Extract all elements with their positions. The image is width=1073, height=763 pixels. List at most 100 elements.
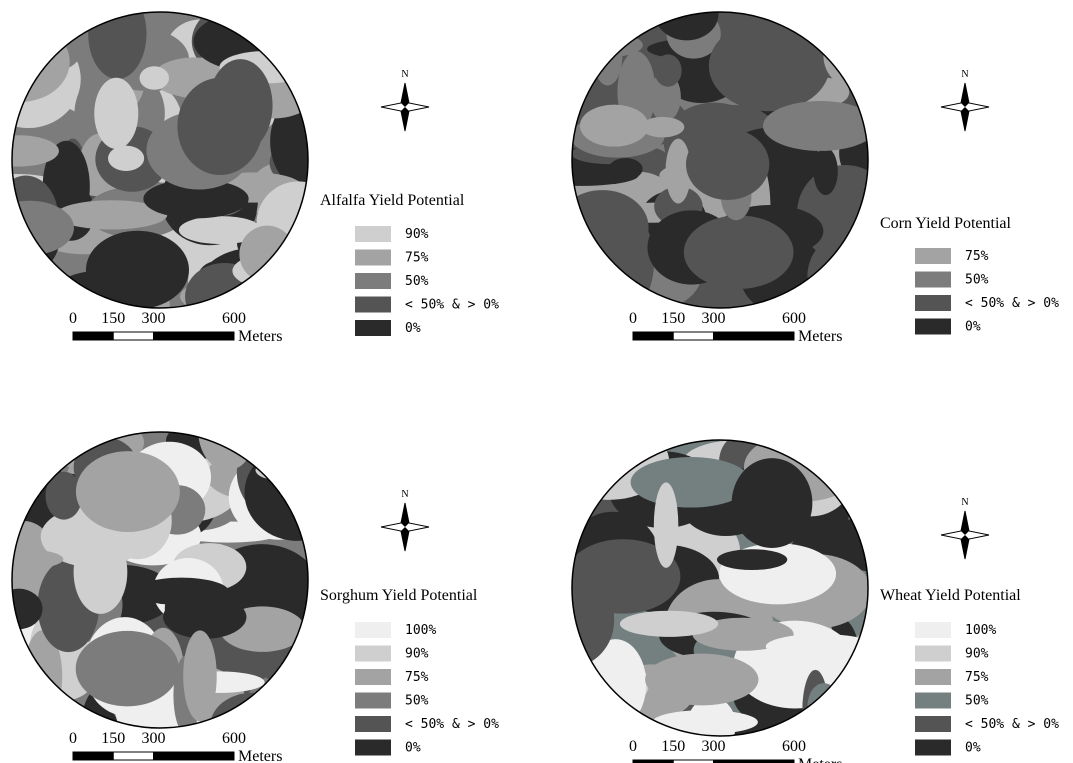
yield-zone — [823, 20, 868, 92]
yield-zone — [12, 200, 74, 256]
yield-zone — [163, 595, 247, 639]
legend-label: < 50% & > 0% — [405, 717, 499, 732]
scale-segment — [632, 759, 674, 763]
legend-title: Corn Yield Potential — [880, 215, 1012, 232]
scale-segment — [112, 331, 154, 341]
legend-swatch — [355, 692, 391, 709]
yield-zone — [572, 23, 596, 46]
legend-title: Wheat Yield Potential — [880, 587, 1021, 604]
field-outline — [11, 431, 309, 729]
yield-zone — [731, 458, 813, 549]
compass-fill — [401, 83, 409, 131]
yield-zone — [807, 683, 841, 730]
legend-label: 0% — [965, 741, 981, 756]
legend-label: 0% — [965, 320, 981, 335]
legend-swatch — [915, 295, 951, 311]
yield-zone — [45, 471, 83, 520]
yield-zone — [279, 283, 308, 308]
legend-label: 75% — [405, 251, 429, 266]
field-map — [572, 12, 868, 308]
legend-swatch — [355, 273, 391, 289]
yield-zone — [139, 66, 170, 90]
legend-label: 90% — [965, 647, 989, 662]
scale-segment — [153, 751, 235, 761]
yield-zone — [198, 432, 257, 471]
yield-zone — [73, 530, 128, 614]
compass-fill — [961, 511, 969, 559]
legend-label: 50% — [965, 273, 989, 288]
scale-segment — [72, 751, 114, 761]
scale-segment — [672, 331, 714, 341]
legend-swatch — [915, 318, 951, 335]
legend-label: < 50% & > 0% — [405, 298, 499, 313]
map-panel: N Sorghum Yield Potential 100% 90% 75% 50% < 5… — [11, 431, 499, 763]
scale-unit: Meters — [798, 328, 842, 345]
yield-zone — [665, 138, 691, 204]
field-outline — [571, 11, 869, 309]
scale-unit: Meters — [238, 328, 282, 345]
yield-zone — [232, 432, 308, 468]
yield-zone — [12, 588, 43, 630]
north-arrow: N — [380, 69, 430, 132]
field-outline — [11, 11, 309, 309]
legend-title: Alfalfa Yield Potential — [320, 192, 465, 209]
scale-segment — [72, 331, 114, 341]
scale-unit: Meters — [238, 748, 282, 763]
legend-label: 75% — [405, 670, 429, 685]
yield-zone — [75, 630, 179, 707]
legend-swatch — [915, 248, 951, 264]
yield-zone — [255, 459, 308, 481]
scale-label: 600 — [222, 310, 246, 327]
yield-zone — [85, 230, 190, 308]
yield-zone — [178, 216, 263, 245]
scale-segment — [112, 751, 154, 761]
yield-zone — [572, 572, 615, 668]
legend-label: 90% — [405, 647, 429, 662]
yield-zone — [572, 242, 597, 282]
yield-zone — [827, 12, 868, 45]
north-label: N — [961, 69, 968, 80]
legend-swatch — [355, 739, 391, 756]
scale-label: 300 — [142, 730, 166, 747]
map-panel: N Wheat Yield Potential 100% 90% 75% 50% < 50%… — [571, 439, 1059, 763]
legend-label: 0% — [405, 741, 421, 756]
north-label: N — [961, 497, 968, 508]
scale-label: 150 — [661, 310, 685, 327]
yield-zone — [685, 128, 770, 200]
yield-zone — [572, 716, 664, 736]
legend-label: 90% — [405, 227, 429, 242]
scale-segment — [713, 331, 795, 341]
yield-zone — [765, 634, 868, 660]
scale-label: 600 — [782, 310, 806, 327]
legend-swatch — [915, 739, 951, 756]
legend-label: 100% — [405, 623, 436, 638]
map-panel: N Alfalfa Yield Potential 90% 75% 50% < 50% &… — [11, 11, 499, 345]
legend-swatch — [355, 716, 391, 732]
yield-zone — [716, 549, 788, 570]
scale-label: 150 — [101, 310, 125, 327]
yield-zone — [143, 179, 249, 219]
yield-zone — [813, 147, 838, 196]
legend-swatch — [355, 622, 391, 638]
yield-zone — [12, 549, 64, 570]
compass-fill — [401, 503, 409, 551]
compass-fill — [961, 83, 969, 131]
legend-title: Sorghum Yield Potential — [320, 587, 478, 604]
yield-zone — [579, 104, 649, 147]
yield-zone — [239, 225, 296, 283]
scale-label: 0 — [629, 738, 637, 755]
field-map — [572, 440, 868, 736]
yield-zone — [572, 440, 607, 495]
legend-swatch — [915, 271, 951, 288]
yield-zone — [55, 200, 168, 230]
yield-zone — [88, 12, 147, 80]
scale-label: 0 — [69, 310, 77, 327]
north-arrow: N — [380, 489, 430, 552]
scale-label: 0 — [69, 730, 77, 747]
yield-zone — [653, 482, 679, 568]
legend-label: 50% — [965, 694, 989, 709]
yield-zone — [12, 12, 44, 26]
legend-swatch — [355, 320, 391, 336]
legend-swatch — [355, 226, 391, 242]
legend-swatch — [355, 669, 391, 685]
